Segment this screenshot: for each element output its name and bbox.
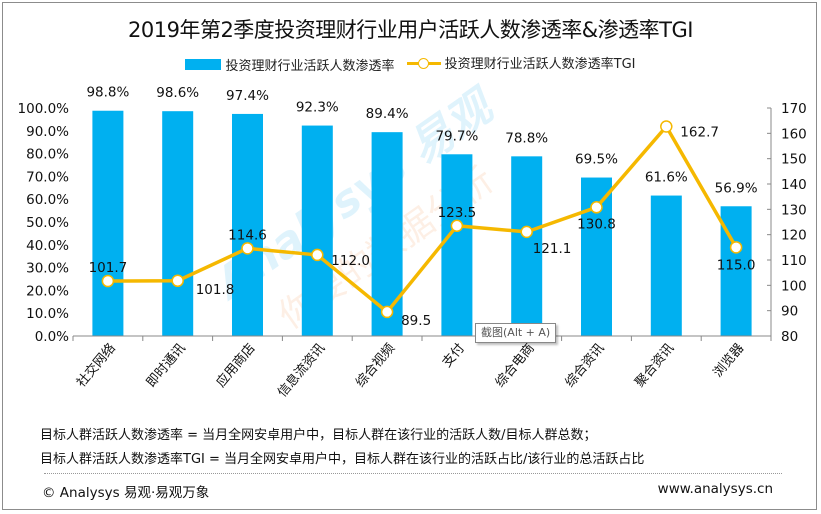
line-data-label: 114.6 — [228, 227, 267, 243]
footer-website: www.analysys.cn — [657, 481, 773, 497]
bar-data-label: 56.9% — [715, 180, 758, 196]
y-right-tick-label: 140 — [781, 177, 807, 193]
footer-copyright: © Analysys 易观·易观万象 — [42, 485, 210, 501]
bar-data-label: 89.4% — [366, 106, 409, 122]
y-left-tick-label: 100.0% — [18, 101, 70, 117]
x-axis-tick-label: 支付 — [440, 341, 468, 371]
y-right-tick-label: 150 — [781, 152, 807, 168]
bar-data-label: 97.4% — [226, 88, 269, 104]
y-left-tick-label: 90.0% — [26, 124, 69, 140]
x-axis-tick-label: 应用商店 — [213, 340, 259, 390]
tgi-line — [107, 124, 738, 314]
line-data-label: 162.7 — [680, 124, 719, 140]
y-left-tick-label: 80.0% — [26, 147, 69, 163]
bar-data-label: 78.8% — [505, 130, 548, 146]
x-axis-tick-label: 聚合资讯 — [632, 341, 677, 390]
y-left-tick-label: 0.0% — [35, 329, 69, 345]
line-data-label: 101.7 — [89, 260, 128, 276]
legend-item-bar: 投资理财行业活跃人数渗透率 — [185, 55, 395, 74]
tgi-point — [520, 225, 533, 239]
bar-data-label: 92.3% — [296, 100, 339, 116]
y-left-tick-label: 40.0% — [26, 238, 69, 254]
note-tgi-definition: 目标人群活跃人数渗透率TGI = 当月全网安卓用户中，目标人群在该行业的活跃占比… — [40, 452, 645, 467]
tgi-point — [660, 120, 673, 133]
x-axis-tick-label: 浏览器 — [710, 340, 747, 380]
line-data-label: 130.8 — [577, 216, 616, 232]
x-axis-tick-label: 即时通讯 — [144, 341, 189, 390]
screenshot-tooltip: 截图(Alt + A) — [475, 323, 557, 343]
y-right-tick-label: 100 — [781, 278, 807, 294]
legend-label-line: 投资理财行业活跃人数渗透率TGI — [444, 57, 636, 72]
y-left-tick-label: 30.0% — [26, 261, 69, 277]
y-left-tick-label: 10.0% — [26, 306, 69, 322]
tgi-point — [101, 274, 115, 288]
y-left-tick-label: 50.0% — [26, 215, 69, 231]
tgi-point — [311, 248, 324, 262]
y-right-tick-label: 160 — [781, 126, 807, 142]
y-right-tick-label: 90 — [781, 304, 798, 320]
line-data-label: 89.5 — [401, 313, 431, 329]
chart-title: 2019年第2季度投资理财行业用户活跃人数渗透率&渗透率TGI — [128, 18, 693, 42]
bar-data-label: 79.7% — [435, 128, 478, 144]
legend-label-bar: 投资理财行业活跃人数渗透率 — [225, 58, 395, 74]
tgi-point — [590, 201, 603, 214]
tgi-point — [450, 219, 464, 233]
bar — [511, 156, 543, 336]
footer-divider — [44, 473, 782, 474]
legend: 投资理财行业活跃人数渗透率 投资理财行业活跃人数渗透率TGI — [0, 53, 821, 74]
bar-data-label: 61.6% — [645, 170, 688, 186]
tgi-point — [241, 242, 254, 255]
y-left-tick-label: 70.0% — [26, 169, 69, 185]
bar — [232, 113, 263, 336]
x-axis-tick-label: 社交网络 — [73, 340, 119, 390]
notes: 目标人群活跃人数渗透率 = 当月全网安卓用户中，目标人群在该行业的活跃人数/目标… — [40, 424, 644, 472]
bar-data-label: 69.5% — [575, 152, 618, 168]
tgi-point — [380, 305, 394, 319]
legend-swatch-line — [406, 56, 441, 70]
line-data-label: 112.0 — [331, 253, 370, 269]
legend-swatch-bar — [185, 58, 222, 70]
chart-plot: Analysys 易观 你要的数据分析 社交网络即时通讯应用商店信息流资讯综合视… — [18, 78, 807, 400]
note-penetration-definition: 目标人群活跃人数渗透率 = 当月全网安卓用户中，目标人群在该行业的活跃人数/目标… — [40, 428, 597, 443]
x-axis-tick-label: 信息流资讯 — [274, 340, 328, 400]
y-left-tick-label: 20.0% — [26, 283, 69, 299]
bar — [92, 110, 124, 337]
bar-data-label: 98.8% — [86, 85, 129, 101]
y-right-tick-label: 110 — [781, 253, 807, 269]
line-data-label: 101.8 — [196, 282, 235, 298]
x-axis-tick-label: 综合资讯 — [563, 341, 608, 390]
legend-item-line: 投资理财行业活跃人数渗透率TGI — [406, 53, 636, 72]
line-data-label: 123.5 — [438, 205, 477, 221]
y-right-tick-label: 130 — [781, 202, 807, 218]
bar — [301, 125, 333, 336]
y-right-tick-label: 170 — [781, 101, 807, 117]
line-data-label: 121.1 — [533, 241, 572, 257]
tgi-point — [729, 241, 743, 254]
bar — [650, 195, 682, 336]
bar — [162, 111, 194, 336]
x-axis-tick-label: 综合视频 — [353, 341, 398, 390]
y-left-tick-label: 60.0% — [26, 192, 69, 208]
y-right-tick-label: 120 — [781, 228, 807, 244]
bar — [371, 132, 403, 336]
y-right-tick-label: 80 — [781, 329, 798, 345]
x-axis-tick-label: 综合电商 — [493, 341, 538, 390]
line-data-label: 115.0 — [717, 257, 756, 273]
bar — [441, 154, 473, 336]
tgi-point — [171, 274, 184, 288]
bar-data-label: 98.6% — [156, 85, 199, 101]
